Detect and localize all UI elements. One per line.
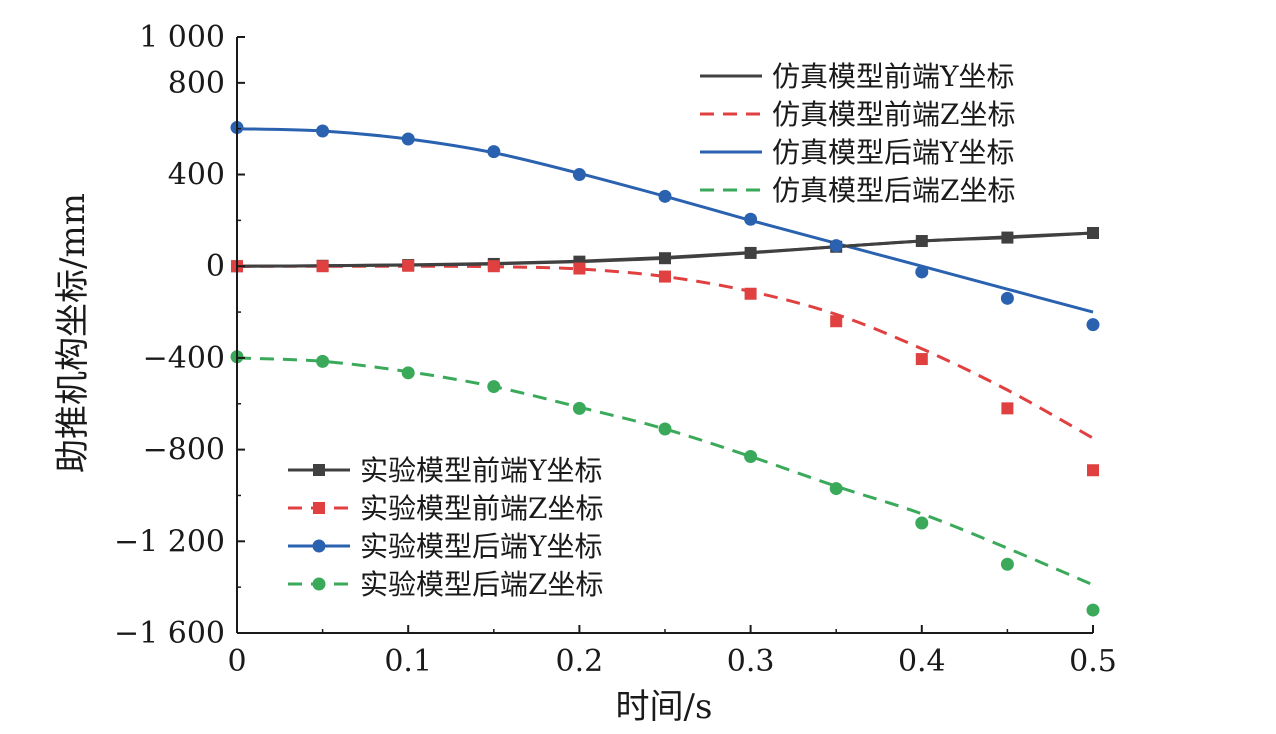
data-point (744, 449, 758, 463)
y-tick-label: −400 (143, 341, 225, 376)
plot-area (230, 121, 1100, 617)
data-point (658, 422, 672, 436)
data-point (1086, 318, 1100, 332)
data-point (658, 189, 672, 203)
legend-item: 实验模型后端Y坐标 (288, 530, 603, 563)
legend-label: 仿真模型后端Y坐标 (772, 136, 1015, 169)
y-tick-label: −1 200 (114, 524, 225, 559)
y-tick-label: 0 (206, 249, 225, 284)
legend-label: 实验模型后端Z坐标 (360, 568, 603, 601)
data-point (915, 235, 928, 248)
legend-item: 仿真模型后端Z坐标 (700, 174, 1015, 207)
data-point (1000, 557, 1014, 571)
y-tick-label: −1 600 (114, 616, 225, 651)
x-tick-label: 0.1 (384, 644, 432, 679)
data-point (316, 124, 330, 138)
legend-item: 仿真模型后端Y坐标 (700, 136, 1015, 169)
legend-marker (313, 502, 325, 514)
y-tick-label: −800 (143, 433, 225, 468)
x-tick-label: 0.4 (898, 644, 946, 679)
legend-item: 实验模型后端Z坐标 (288, 568, 603, 601)
data-point (402, 259, 415, 272)
x-tick-label: 0.2 (556, 644, 604, 679)
legend-label: 仿真模型前端Z坐标 (772, 98, 1015, 131)
legend-item: 实验模型前端Z坐标 (288, 492, 603, 525)
data-point (829, 239, 843, 253)
series-4 (236, 356, 1094, 587)
data-point (830, 315, 843, 328)
data-point (572, 401, 586, 415)
series-2 (237, 264, 1094, 440)
y-tick-label: 800 (168, 66, 225, 101)
data-point (744, 246, 757, 259)
legend-label: 实验模型后端Y坐标 (360, 530, 603, 563)
data-point (915, 353, 928, 366)
series-6 (231, 259, 1099, 477)
data-point (659, 270, 671, 283)
data-point (401, 366, 415, 380)
legend-marker (312, 539, 326, 553)
legend-item: 实验模型前端Y坐标 (288, 454, 603, 487)
data-point (1000, 291, 1014, 305)
x-tick-label: 0 (227, 644, 246, 679)
legend-marker (313, 464, 325, 476)
data-point (829, 482, 843, 496)
legend-label: 实验模型前端Z坐标 (360, 492, 603, 525)
data-point (915, 265, 929, 279)
legend-label: 仿真模型前端Y坐标 (772, 60, 1015, 93)
x-tick-label: 0.5 (1069, 644, 1117, 679)
series-5 (231, 226, 1099, 273)
series-8 (230, 350, 1100, 617)
series-7 (230, 121, 1100, 332)
series-line (236, 356, 1094, 587)
y-axis-title: 助推机构坐标/mm (53, 193, 93, 473)
data-point (572, 168, 586, 182)
legend-label: 实验模型前端Y坐标 (360, 454, 603, 487)
data-point (1087, 464, 1099, 477)
data-point (1087, 226, 1099, 239)
y-tick-label: 1 000 (139, 20, 225, 55)
data-point (487, 145, 501, 159)
data-point (915, 516, 929, 530)
data-point (744, 287, 757, 300)
data-point (1086, 603, 1100, 617)
series-line (237, 264, 1094, 440)
data-point (573, 262, 586, 275)
data-point (316, 260, 329, 273)
data-point (401, 132, 415, 146)
data-point (1001, 402, 1014, 415)
legend-item: 仿真模型前端Y坐标 (700, 60, 1015, 93)
x-axis-title: 时间/s (616, 687, 713, 727)
data-point (1001, 231, 1014, 244)
x-tick-label: 0.3 (727, 644, 775, 679)
legend-marker (312, 577, 326, 591)
data-point (487, 260, 500, 273)
legend-item: 仿真模型前端Z坐标 (700, 98, 1015, 131)
data-point (316, 354, 330, 368)
data-point (487, 380, 501, 394)
data-point (744, 212, 758, 226)
y-tick-label: 400 (168, 158, 225, 193)
data-point (659, 252, 671, 265)
legend-label: 仿真模型后端Z坐标 (772, 174, 1015, 207)
